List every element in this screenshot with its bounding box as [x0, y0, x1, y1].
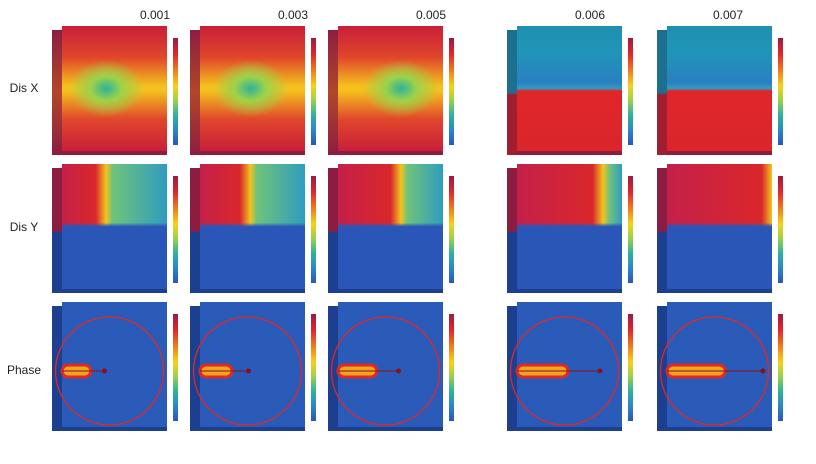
panel-side-r1-c2	[190, 30, 200, 155]
colorbar-r1-c1	[173, 38, 178, 145]
phase-overlay-c1	[54, 316, 165, 426]
colorbar-r3-c4	[628, 314, 633, 421]
panel-r3-c2	[190, 302, 305, 431]
panel-bottom-r1-c1	[62, 151, 167, 155]
refinement-circle	[330, 316, 441, 426]
panel-bottom-r1-c2	[200, 151, 305, 155]
panel-face-r2-c5	[667, 164, 772, 289]
colorbar-r2-c2	[311, 176, 316, 283]
panel-bottom-r3-c1	[62, 427, 167, 431]
panel-side-r3-c4	[507, 306, 517, 431]
panel-bottom-r3-c2	[200, 427, 305, 431]
panel-side-r3-c2	[190, 306, 200, 431]
row-label-dis-y: Dis Y	[9, 220, 39, 234]
panel-side-r3-c1	[52, 306, 62, 431]
colorbar-r2-c4	[628, 176, 633, 283]
panel-bottom-r1-c3	[338, 151, 443, 155]
phase-overlay-c4	[509, 316, 620, 426]
panel-side-r3-c5	[657, 306, 667, 431]
panel-face-r2-c4	[517, 164, 622, 289]
panel-r2-c4	[507, 164, 622, 293]
refinement-circle	[509, 316, 620, 426]
colorbar-r3-c2	[311, 314, 316, 421]
colorbar-r1-c5	[778, 38, 783, 145]
panel-bottom-r2-c4	[517, 289, 622, 293]
panel-face-r1-c3	[338, 26, 443, 151]
panel-r3-c1	[52, 302, 167, 431]
panel-bottom-r2-c2	[200, 289, 305, 293]
column-title-4: 0.006	[574, 8, 606, 22]
panel-face-r1-c2	[200, 26, 305, 151]
phase-overlay-c2	[192, 316, 303, 426]
crack-tip-marker	[396, 368, 402, 374]
panel-r3-c4	[507, 302, 622, 431]
row-label-dis-x: Dis X	[9, 81, 39, 95]
panel-face-r1-c5	[667, 26, 772, 151]
panel-side-r1-c5	[657, 30, 667, 155]
panel-face-r1-c1	[62, 26, 167, 151]
phase-overlay-c5	[659, 316, 770, 426]
colorbar-r2-c1	[173, 176, 178, 283]
crack-tip-marker	[245, 368, 251, 374]
colorbar-r1-c4	[628, 38, 633, 145]
panel-bottom-r3-c3	[338, 427, 443, 431]
panel-r3-c5	[657, 302, 772, 431]
panel-side-r3-c3	[328, 306, 338, 431]
panel-face-r1-c4	[517, 26, 622, 151]
panel-bottom-r3-c4	[517, 427, 622, 431]
panel-face-r2-c1	[62, 164, 167, 289]
panel-r1-c1	[52, 26, 167, 155]
column-title-2: 0.003	[277, 8, 309, 22]
column-title-1: 0.001	[139, 8, 171, 22]
panel-bottom-r2-c5	[667, 289, 772, 293]
panel-r1-c2	[190, 26, 305, 155]
panel-bottom-r3-c5	[667, 427, 772, 431]
colorbar-r3-c5	[778, 314, 783, 421]
phase-overlay-c3	[330, 316, 441, 426]
column-title-3: 0.005	[415, 8, 447, 22]
panel-side-r1-c4	[507, 30, 517, 155]
panel-side-r2-c4	[507, 168, 517, 293]
row-label-phase: Phase	[6, 363, 42, 377]
panel-bottom-r1-c4	[517, 151, 622, 155]
panel-side-r2-c1	[52, 168, 62, 293]
colorbar-r2-c5	[778, 176, 783, 283]
panel-side-r1-c3	[328, 30, 338, 155]
panel-r2-c3	[328, 164, 443, 293]
refinement-circle	[659, 316, 770, 426]
colorbar-r1-c2	[311, 38, 316, 145]
panel-bottom-r2-c1	[62, 289, 167, 293]
panel-bottom-r1-c5	[667, 151, 772, 155]
panel-r2-c1	[52, 164, 167, 293]
panel-r2-c5	[657, 164, 772, 293]
panel-side-r2-c3	[328, 168, 338, 293]
colorbar-r3-c3	[449, 314, 454, 421]
refinement-circle	[192, 316, 303, 426]
colorbar-r2-c3	[449, 176, 454, 283]
panel-face-r2-c3	[338, 164, 443, 289]
panel-bottom-r2-c3	[338, 289, 443, 293]
colorbar-r3-c1	[173, 314, 178, 421]
colorbar-r1-c3	[449, 38, 454, 145]
crack-tip-marker	[101, 368, 107, 374]
column-title-5: 0.007	[712, 8, 744, 22]
refinement-circle	[54, 316, 165, 426]
panel-r3-c3	[328, 302, 443, 431]
panel-r1-c4	[507, 26, 622, 155]
panel-face-r2-c2	[200, 164, 305, 289]
panel-side-r1-c1	[52, 30, 62, 155]
crack-tip-marker	[597, 368, 603, 374]
panel-side-r2-c5	[657, 168, 667, 293]
panel-r1-c3	[328, 26, 443, 155]
panel-r2-c2	[190, 164, 305, 293]
panel-r1-c5	[657, 26, 772, 155]
panel-side-r2-c2	[190, 168, 200, 293]
crack-tip-marker	[760, 368, 766, 374]
